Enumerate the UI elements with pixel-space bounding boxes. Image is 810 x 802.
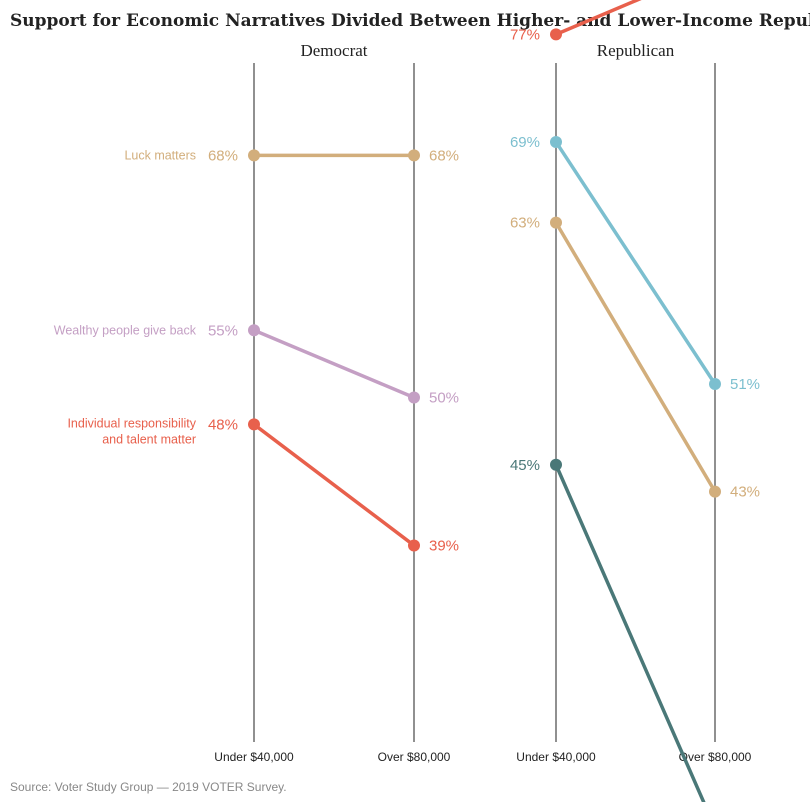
data-point xyxy=(550,458,562,471)
series-line-individual-responsibility-and-talent-matter xyxy=(252,422,416,548)
data-point xyxy=(248,149,260,162)
data-point xyxy=(408,391,420,404)
data-point xyxy=(550,216,562,229)
data-label: 68% xyxy=(429,147,459,164)
series-line-the-economy-is-unfair xyxy=(554,463,706,802)
axis-category-label: Over $80,000 xyxy=(378,750,451,764)
series-name-label: Individual responsibility xyxy=(67,416,196,430)
series-name-label: Wealthy people give back xyxy=(54,323,197,337)
data-point xyxy=(709,378,721,391)
series-line-wealthy-people-take-advantage xyxy=(554,140,717,386)
data-point xyxy=(550,28,562,41)
data-label: 77% xyxy=(510,26,540,43)
data-label: 45% xyxy=(510,457,540,474)
data-label: 50% xyxy=(429,390,459,407)
data-label: 55% xyxy=(208,322,238,339)
chart-title: Support for Economic Narratives Divided … xyxy=(10,11,810,31)
data-label: 43% xyxy=(730,484,760,501)
data-label: 63% xyxy=(510,215,540,232)
data-label: 51% xyxy=(730,376,760,393)
panel-title-democrat: Democrat xyxy=(300,41,367,60)
data-point xyxy=(248,418,260,431)
axis-category-label: Under $40,000 xyxy=(214,750,294,764)
axis-category-label: Over $80,000 xyxy=(679,750,752,764)
series-line-individual-responsibility-and-talent-matter xyxy=(554,0,642,37)
data-point xyxy=(709,485,721,498)
data-label: 69% xyxy=(510,134,540,151)
series-line-wealthy-people-give-back xyxy=(252,328,416,400)
panel-title-republican: Republican xyxy=(597,41,675,60)
data-label: 39% xyxy=(429,537,459,554)
data-point xyxy=(248,324,260,337)
data-label: 68% xyxy=(208,147,238,164)
data-point xyxy=(408,539,420,552)
data-point xyxy=(550,135,562,148)
series-name-label: and talent matter xyxy=(102,432,196,446)
series-name-label: Luck matters xyxy=(124,148,196,162)
source-note: Source: Voter Study Group — 2019 VOTER S… xyxy=(10,780,287,794)
axis-category-label: Under $40,000 xyxy=(516,750,596,764)
data-label: 80% xyxy=(510,0,540,3)
data-point xyxy=(408,149,420,162)
series-line-luck-matters xyxy=(554,220,717,494)
data-label: 48% xyxy=(208,416,238,433)
